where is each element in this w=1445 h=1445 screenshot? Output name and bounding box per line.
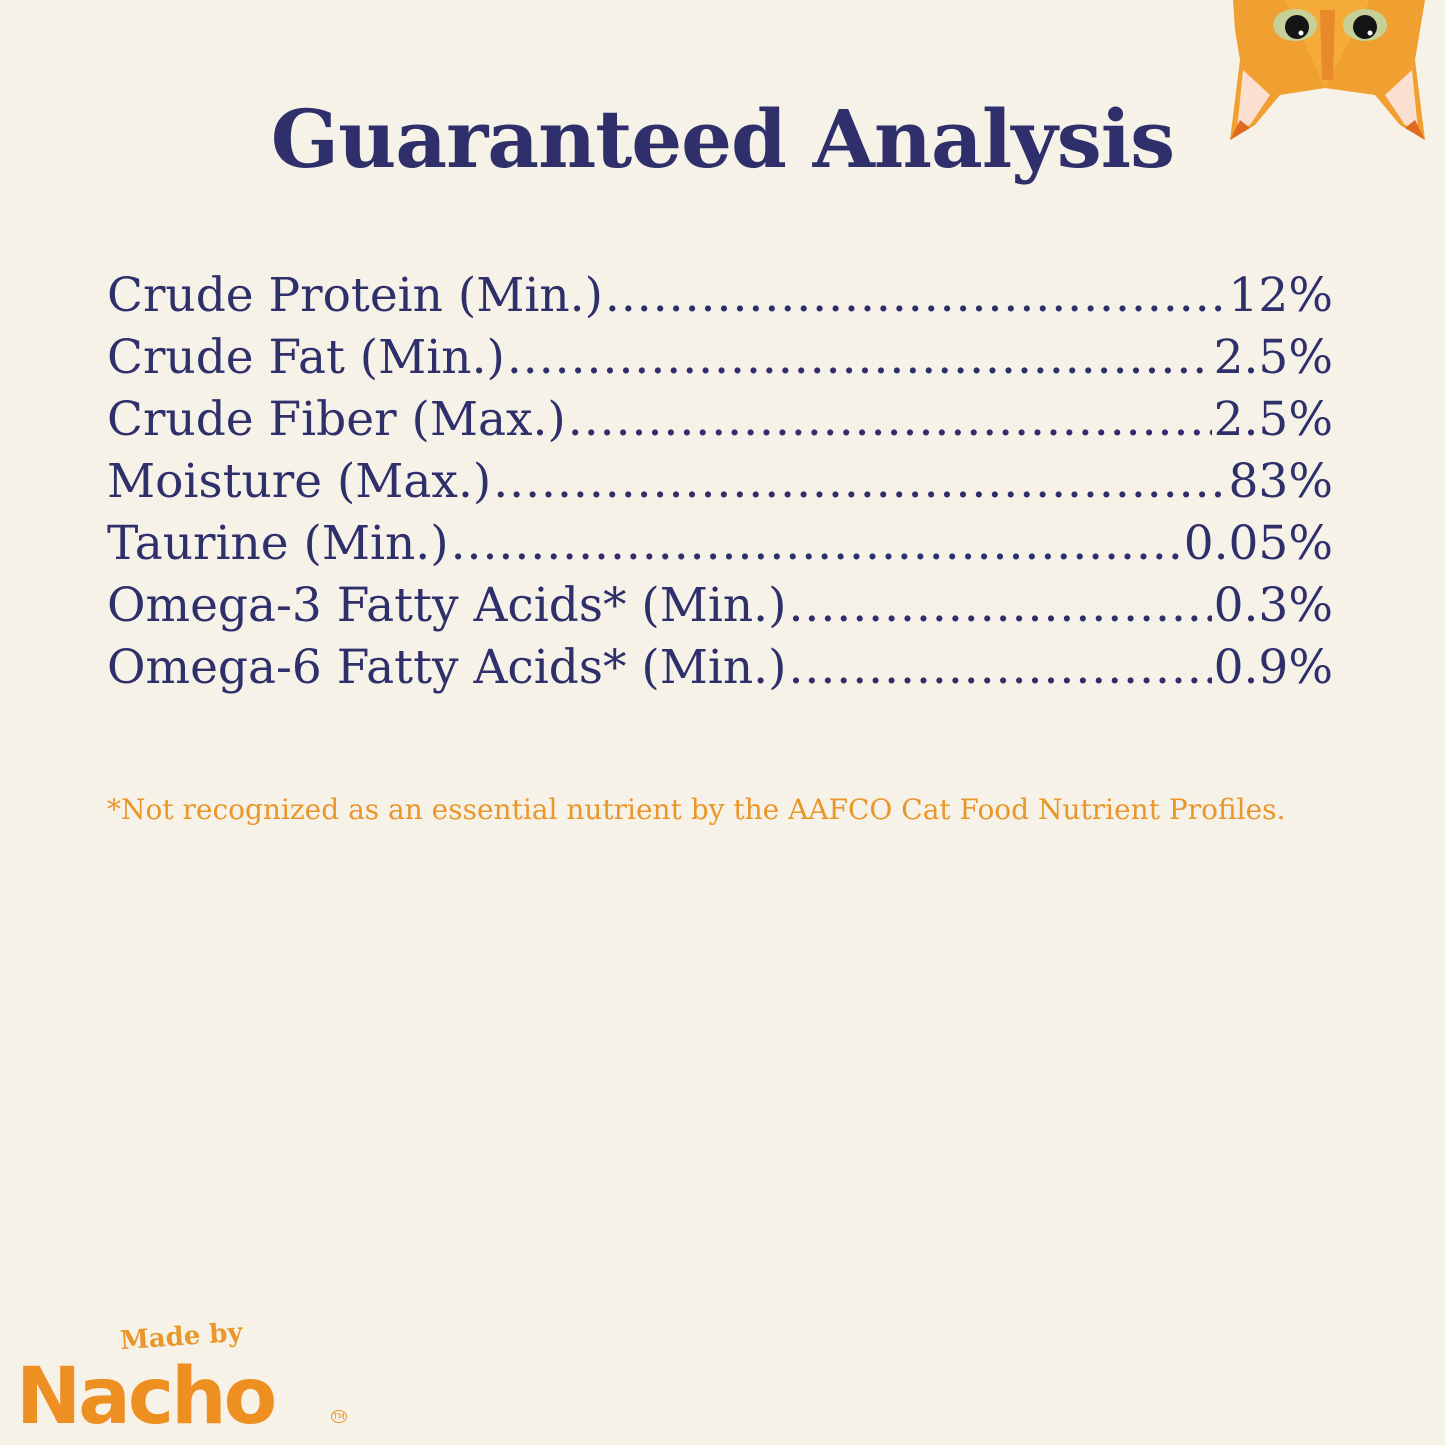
dot-leader: [507, 330, 1212, 385]
analysis-row: Moisture (Max.) 83%: [107, 454, 1333, 516]
brand-name: Nacho: [16, 1352, 277, 1442]
dot-leader: [493, 454, 1226, 509]
dot-leader: [788, 640, 1211, 695]
dot-leader: [451, 516, 1182, 571]
nutrient-label: Omega-6 Fatty Acids* (Min.): [107, 640, 787, 695]
dot-leader: [605, 268, 1227, 323]
analysis-row: Crude Protein (Min.) 12%: [107, 268, 1333, 330]
nutrient-value: 12%: [1228, 268, 1333, 323]
nutrient-value: 83%: [1228, 454, 1333, 509]
footnote: *Not recognized as an essential nutrient…: [107, 793, 1286, 826]
analysis-row: Crude Fat (Min.) 2.5%: [107, 330, 1333, 392]
nutrient-value: 0.3%: [1213, 578, 1333, 633]
nutrient-label: Omega-3 Fatty Acids* (Min.): [107, 578, 787, 633]
dot-leader: [788, 578, 1211, 633]
nutrient-value: 0.9%: [1213, 640, 1333, 695]
nutrient-label: Taurine (Min.): [107, 516, 449, 571]
nutrient-label: Crude Fat (Min.): [107, 330, 505, 385]
analysis-list: Crude Protein (Min.) 12% Crude Fat (Min.)…: [107, 268, 1333, 702]
analysis-row: Omega-3 Fatty Acids* (Min.) 0.3%: [107, 578, 1333, 640]
analysis-row: Taurine (Min.) 0.05%: [107, 516, 1333, 578]
nutrient-value: 2.5%: [1213, 392, 1333, 447]
dot-leader: [568, 392, 1212, 447]
nutrient-label: Crude Protein (Min.): [107, 268, 603, 323]
nutrient-label: Moisture (Max.): [107, 454, 492, 509]
analysis-row: Omega-6 Fatty Acids* (Min.) 0.9%: [107, 640, 1333, 702]
trademark-mark: TM: [331, 1410, 347, 1423]
nutrient-value: 0.05%: [1183, 516, 1333, 571]
cat-face-icon: [1225, 0, 1430, 149]
nutrient-value: 2.5%: [1213, 330, 1333, 385]
analysis-row: Crude Fiber (Max.) 2.5%: [107, 392, 1333, 454]
page-title: Guaranteed Analysis: [270, 92, 1175, 186]
made-by-text: Made by: [119, 1317, 244, 1357]
nutrient-label: Crude Fiber (Max.): [107, 392, 566, 447]
